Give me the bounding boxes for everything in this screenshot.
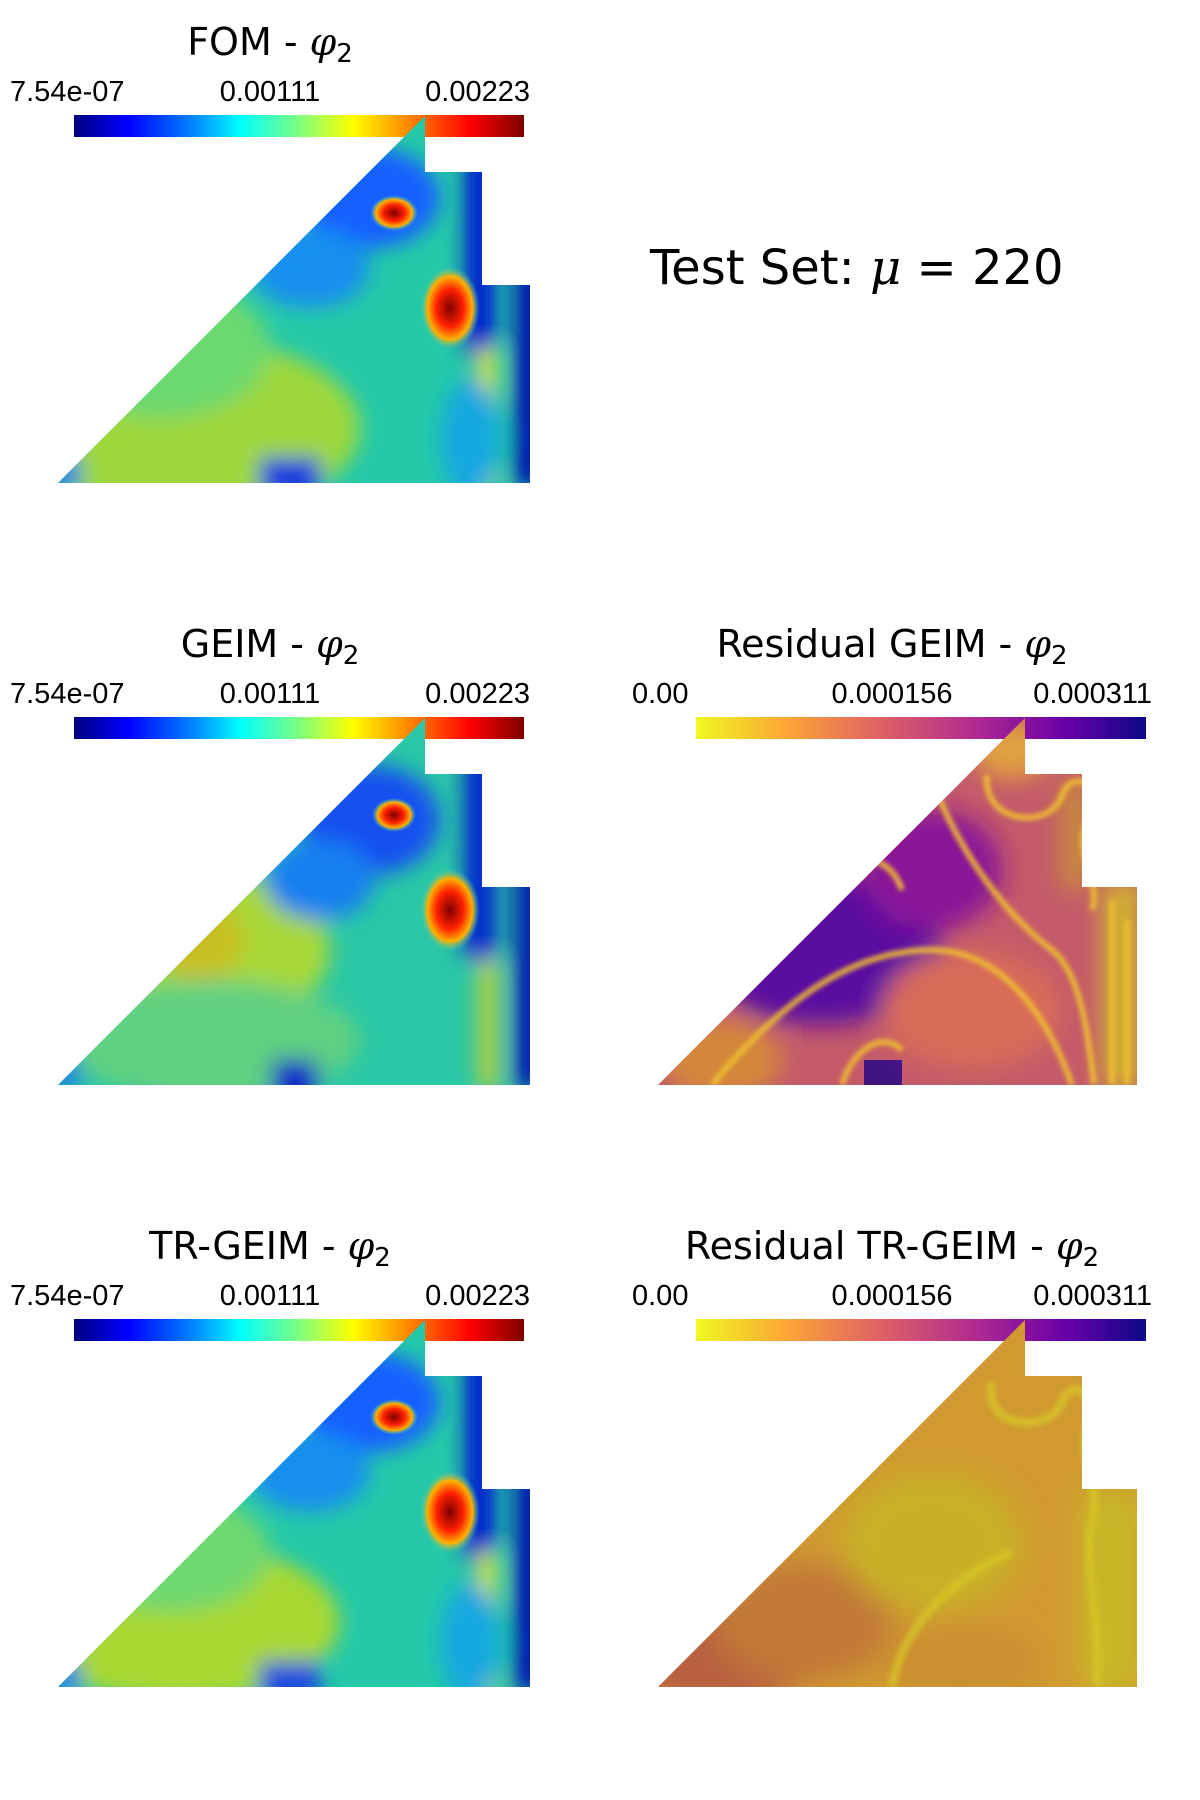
- title-text: FOM -: [187, 20, 310, 64]
- panel-title: FOM - φ2: [10, 20, 530, 67]
- colorbar-tick-min: 7.54e-07: [10, 76, 125, 108]
- panel-title: Residual TR-GEIM - φ2: [632, 1224, 1152, 1271]
- test-set-value: 220: [971, 240, 1064, 296]
- title-text: TR-GEIM -: [149, 1224, 348, 1268]
- panel-title: Residual GEIM - φ2: [632, 622, 1152, 669]
- colorbar-tick-mid: 0.000156: [831, 1280, 953, 1312]
- title-subscript: 2: [1050, 641, 1068, 671]
- field-plot-geim: [58, 718, 530, 1085]
- title-subscript: 2: [1082, 1243, 1100, 1273]
- test-set-relation: =: [901, 240, 972, 296]
- panel-residual-trgeim: Residual TR-GEIM - φ2 0.00 0.000156 0.00…: [632, 1222, 1152, 1702]
- panel-fom: FOM - φ2 7.54e-07 0.00111 0.00223: [10, 18, 530, 498]
- field-plot-residual-geim: [658, 718, 1137, 1085]
- title-symbol: φ: [1024, 622, 1051, 666]
- colorbar-plasma: [696, 717, 1146, 739]
- colorbar-tick-min: 7.54e-07: [10, 1280, 125, 1312]
- panel-residual-geim: Residual GEIM - φ2 0.00 0.000156 0.00031…: [632, 620, 1152, 1100]
- title-text: GEIM -: [180, 622, 317, 666]
- title-symbol: φ: [316, 622, 343, 666]
- colorbar-tick-max: 0.00223: [425, 678, 530, 710]
- title-subscript: 2: [374, 1243, 391, 1273]
- title-subscript: 2: [342, 641, 360, 671]
- title-subscript: 2: [336, 39, 353, 69]
- colorbar-tick-max: 0.000311: [1033, 1280, 1152, 1312]
- field-plot-trgeim: [58, 1320, 530, 1687]
- colorbar-tick-mid: 0.00111: [219, 76, 321, 108]
- panel-title: TR-GEIM - φ2: [10, 1224, 530, 1271]
- colorbar-tick-min: 0.00: [632, 678, 689, 710]
- colorbar-plasma: [696, 1319, 1146, 1341]
- colorbar-tick-max: 0.00223: [425, 1280, 530, 1312]
- title-text: Residual GEIM -: [716, 622, 1025, 666]
- panel-title: GEIM - φ2: [10, 622, 530, 669]
- field-plot-residual-trgeim: [658, 1320, 1137, 1687]
- title-symbol: φ: [1055, 1224, 1083, 1268]
- panel-geim: GEIM - φ2 7.54e-07 0.00111 0.00223: [10, 620, 530, 1100]
- title-text: Residual TR-GEIM -: [684, 1224, 1056, 1268]
- test-set-symbol: μ: [870, 240, 902, 296]
- colorbar-tick-min: 7.54e-07: [10, 678, 125, 710]
- title-symbol: φ: [309, 20, 337, 64]
- colorbar-tick-min: 0.00: [632, 1280, 689, 1312]
- colorbar-tick-max: 0.000311: [1033, 678, 1152, 710]
- colorbar-tick-mid: 0.00111: [219, 1280, 321, 1312]
- test-set-label: Test Set: μ = 220: [650, 240, 1064, 296]
- panel-trgeim: TR-GEIM - φ2 7.54e-07 0.00111 0.00223: [10, 1222, 530, 1702]
- field-plot-fom: [58, 116, 530, 483]
- colorbar-tick-mid: 0.000156: [831, 678, 953, 710]
- test-set-prefix: Test Set:: [650, 240, 871, 296]
- colorbar-tick-mid: 0.00111: [219, 678, 321, 710]
- title-symbol: φ: [347, 1224, 375, 1268]
- colorbar-tick-max: 0.00223: [425, 76, 530, 108]
